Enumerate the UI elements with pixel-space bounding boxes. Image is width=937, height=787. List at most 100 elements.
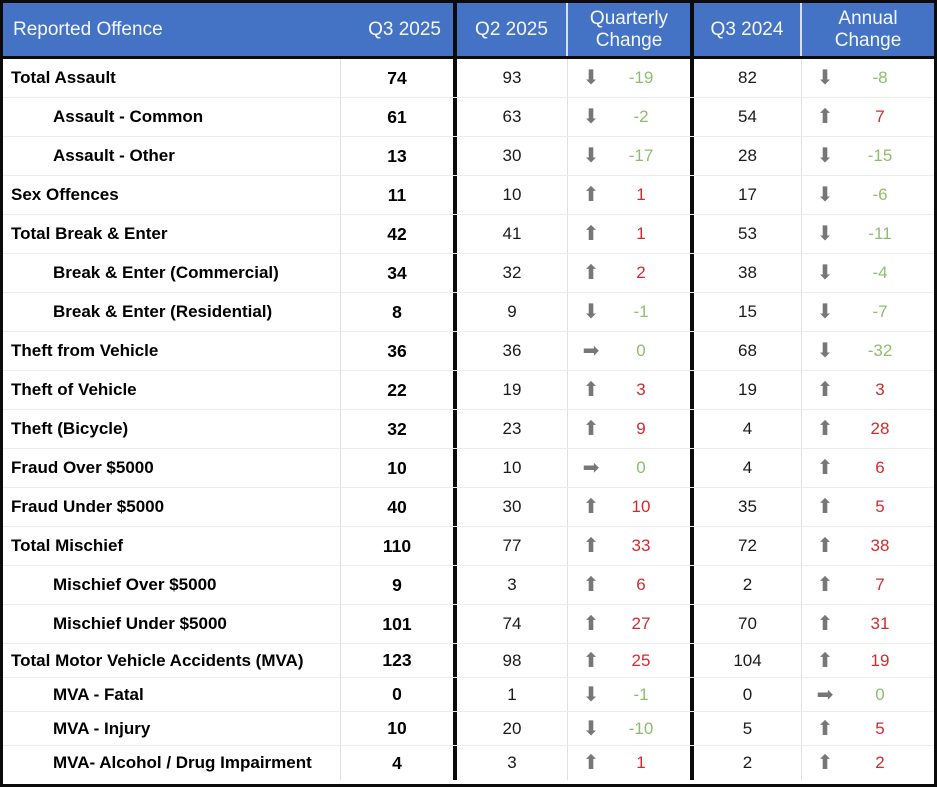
quarterly-change-cell: ⬆ 1 [568, 215, 690, 253]
down-arrow-icon: ⬇ [582, 67, 600, 89]
group-divider [690, 137, 694, 175]
q2-2025-value: 93 [457, 59, 568, 97]
q3-2024-value: 38 [694, 254, 802, 292]
up-arrow-icon: ⬆ [582, 262, 600, 284]
up-arrow-icon: ⬆ [816, 752, 834, 774]
group-divider [690, 98, 694, 136]
up-arrow-icon: ⬆ [582, 496, 600, 518]
quarterly-change-cell: ⬆ 2 [568, 254, 690, 292]
down-arrow-icon: ⬇ [582, 717, 600, 740]
quarterly-change-cell: ⬆ 9 [568, 410, 690, 448]
offence-label: Fraud Under $5000 [3, 488, 341, 526]
quarterly-change-cell: ➡ 0 [568, 449, 690, 487]
annual-change-value: 31 [870, 614, 890, 633]
quarterly-change-cell: ⬇ -1 [568, 678, 690, 711]
q3-2024-value: 70 [694, 605, 802, 643]
q3-2024-value: 19 [694, 371, 802, 409]
q3-2025-value: 0 [392, 684, 402, 704]
quarterly-change-value: -10 [628, 718, 654, 738]
table-row: Mischief Over $5000 9 3 ⬆ 6 2 ⬆ 7 [3, 566, 934, 605]
annual-change-value: 38 [870, 536, 890, 555]
up-arrow-icon: ⬆ [582, 223, 600, 245]
offence-label: Mischief Under $5000 [3, 605, 341, 643]
annual-change-cell: ⬇ -4 [802, 254, 934, 292]
quarterly-change-cell: ⬇ -1 [568, 293, 690, 331]
group-divider [690, 371, 694, 409]
down-arrow-icon: ⬇ [582, 301, 600, 323]
group-divider [453, 488, 457, 526]
group-divider [453, 59, 457, 97]
offence-label: MVA- Alcohol / Drug Impairment [3, 746, 341, 780]
up-arrow-icon: ⬆ [582, 418, 600, 440]
group-divider [453, 449, 457, 487]
q3-2025-value: 42 [387, 223, 407, 244]
group-divider [690, 59, 694, 97]
right-arrow-icon: ➡ [582, 340, 600, 362]
annual-change-value: 3 [875, 380, 885, 399]
annual-change-value: 7 [875, 575, 885, 594]
quarterly-change-value: 10 [631, 497, 651, 516]
quarterly-change-cell: ⬆ 27 [568, 605, 690, 643]
annual-change-cell: ⬇ -8 [802, 59, 934, 97]
table-row: Total Break & Enter 42 41 ⬆ 1 53 ⬇ -11 [3, 215, 934, 254]
table-row: MVA- Alcohol / Drug Impairment 4 3 ⬆ 1 2… [3, 746, 934, 780]
group-divider [690, 605, 694, 643]
up-arrow-icon: ⬆ [816, 457, 834, 479]
quarterly-change-value: -2 [633, 107, 649, 126]
quarterly-change-cell: ⬇ -17 [568, 137, 690, 175]
down-arrow-icon: ⬇ [582, 683, 600, 706]
q3-2025-value: 36 [387, 340, 407, 361]
offence-label: Total Assault [3, 59, 341, 97]
annual-change-cell: ➡ 0 [802, 678, 934, 711]
annual-change-cell: ⬆ 28 [802, 410, 934, 448]
q2-2025-value: 10 [457, 176, 568, 214]
annual-change-cell: ⬆ 38 [802, 527, 934, 565]
quarterly-change-cell: ⬇ -2 [568, 98, 690, 136]
up-arrow-icon: ⬆ [816, 379, 834, 401]
quarterly-change-value: -17 [628, 146, 654, 165]
group-divider [453, 678, 457, 711]
q2-2025-value: 3 [457, 566, 568, 604]
up-arrow-icon: ⬆ [582, 535, 600, 557]
group-divider [690, 176, 694, 214]
up-arrow-icon: ⬆ [816, 574, 834, 596]
annual-change-value: -32 [867, 341, 893, 360]
q3-2024-value: 4 [694, 410, 802, 448]
up-arrow-icon: ⬆ [816, 535, 834, 557]
table-row: Theft from Vehicle 36 36 ➡ 0 68 ⬇ -32 [3, 332, 934, 371]
annual-change-value: 28 [870, 419, 890, 438]
q3-2024-value: 82 [694, 59, 802, 97]
offence-label: Sex Offences [3, 176, 341, 214]
offence-label: Break & Enter (Residential) [3, 293, 341, 331]
down-arrow-icon: ⬇ [816, 223, 834, 245]
annual-change-cell: ⬆ 7 [802, 566, 934, 604]
up-arrow-icon: ⬆ [816, 649, 834, 672]
group-divider [453, 566, 457, 604]
up-arrow-icon: ⬆ [582, 613, 600, 635]
quarterly-change-cell: ⬆ 33 [568, 527, 690, 565]
q2-2025-value: 9 [457, 293, 568, 331]
quarterly-change-cell: ⬇ -10 [568, 712, 690, 745]
table-row: Theft (Bicycle) 32 23 ⬆ 9 4 ⬆ 28 [3, 410, 934, 449]
q2-2025-value: 3 [457, 746, 568, 780]
q3-2024-value: 72 [694, 527, 802, 565]
offence-label: Total Break & Enter [3, 215, 341, 253]
quarterly-change-cell: ➡ 0 [568, 332, 690, 370]
group-divider [690, 488, 694, 526]
offence-label: Theft (Bicycle) [3, 410, 341, 448]
q2-2025-value: 20 [457, 712, 568, 745]
q3-2025-value: 123 [382, 650, 412, 670]
quarterly-change-value: 25 [631, 650, 651, 670]
table-header-row: Reported Offence Q3 2025 Q2 2025 Quarter… [3, 3, 934, 59]
annual-change-value: -15 [867, 146, 893, 165]
group-divider [690, 293, 694, 331]
group-divider [453, 3, 457, 56]
q3-2025-value: 34 [387, 262, 407, 283]
q3-2025-value: 10 [387, 457, 407, 478]
annual-change-value: 2 [875, 753, 885, 772]
q3-2024-value: 4 [694, 449, 802, 487]
quarterly-change-value: -1 [633, 684, 649, 704]
up-arrow-icon: ⬆ [582, 752, 600, 774]
table-row: Mischief Under $5000 101 74 ⬆ 27 70 ⬆ 31 [3, 605, 934, 644]
offence-label: Total Motor Vehicle Accidents (MVA) [3, 644, 341, 677]
